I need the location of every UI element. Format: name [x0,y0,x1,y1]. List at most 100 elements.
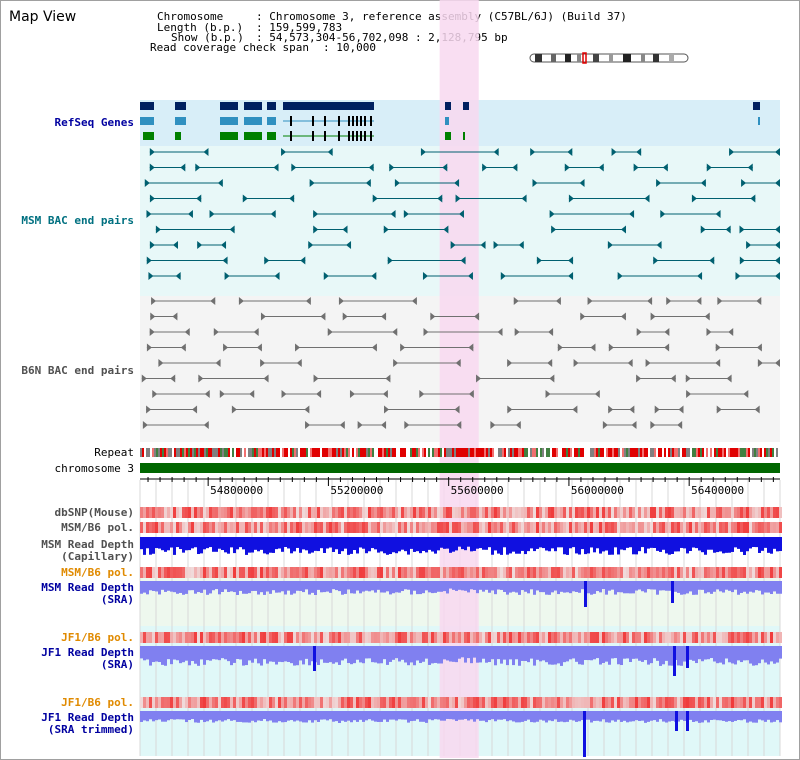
b6n-pair-end [381,421,387,429]
msm-cap-depth-bar [341,537,344,552]
jf1-sra-depth-bar [527,646,530,663]
msm-sra-depth-bar [242,581,245,594]
jf1-trim-depth-bar [470,711,473,720]
jf1-trim-depth-bar [317,711,320,722]
msm-cap-depth-bar [491,537,494,555]
dbsnp-cell [389,507,392,518]
dbsnp-cell [200,507,203,518]
dbsnp-cell [500,507,503,518]
dbsnp-cell [530,507,533,518]
jf1-trim-depth-bar [257,711,260,721]
msm-pol-cell [620,522,623,533]
repeat-cell [626,448,628,457]
jf1-depth-sra-label[interactable]: JF1 Read Depth [41,646,134,659]
repeat-cell [654,448,656,457]
msm-depth-capillary-label[interactable]: MSM Read Depth [41,538,134,551]
dbsnp-cell [467,507,470,518]
repeat-cell [712,448,714,457]
dbsnp-cell [305,507,308,518]
msm-pair-end [222,256,228,265]
refseq-gene-block [220,117,238,125]
msm-cap-depth-bar [395,537,398,554]
msm-sra-depth-bar [251,581,254,591]
jf1-trim-depth-bar [746,711,749,723]
msm-pol2-cell [329,567,332,578]
jf1-sra-depth-bar [344,646,347,659]
msm-b6-pol-label[interactable]: MSM/B6 pol. [61,521,134,534]
jf1-depth-trim-label[interactable]: JF1 Read Depth [41,711,134,724]
repeat-cell [286,448,288,457]
msm-cap-depth-bar [251,537,254,553]
refseq-exon [356,116,358,126]
b6n-pair-end [349,390,355,398]
b6n-bac-track[interactable] [141,297,780,429]
refseq-exon [312,131,314,141]
dbsnp-label[interactable]: dbSNP(Mouse) [54,506,134,519]
msm-bac-label[interactable]: MSM BAC end pairs [21,214,134,227]
msm-bac-track[interactable] [144,148,780,280]
refseq-genes-track[interactable] [140,102,760,141]
dbsnp-cell [233,507,236,518]
msm-pair-end [224,272,230,280]
msm-sra-depth-bar [566,581,569,593]
msm-cap-depth-bar [488,537,491,548]
jf1-sra-depth-bar [260,646,263,666]
jf1-pol-cell [341,632,344,643]
repeat-cell [214,448,216,457]
jf1-trim-depth-bar [770,711,773,723]
msm-pol2-cell [290,567,293,578]
repeat-cell [686,448,688,457]
repeat-cell [444,448,446,457]
dbsnp-cell [434,507,437,518]
msm-pol2-cell [698,567,701,578]
msm-sra-depth-bar [281,581,284,592]
msm-depth-sra-label[interactable]: MSM Read Depth [41,581,134,594]
jf1-pol-cell [176,632,179,643]
jf1-pol2-cell [338,697,341,708]
msm-sra-depth-bar [716,581,719,590]
b6n-bac-label[interactable]: B6N BAC end pairs [21,364,134,377]
jf1-b6-pol-label[interactable]: JF1/B6 pol. [61,631,134,644]
refseq-genes-label[interactable]: RefSeq Genes [54,116,134,129]
jf1-sra-depth-bar [368,646,371,659]
dbsnp-cell [188,507,191,518]
msm-pol2-cell [590,567,593,578]
jf1-trim-depth-bar [581,711,584,721]
jf1-trim-depth-bar [476,711,479,720]
msm-pol2-cell [734,567,737,578]
msm-sra-depth-bar [677,581,680,593]
jf1-b6-pol-label-2[interactable]: JF1/B6 pol. [61,696,134,709]
msm-pol-cell [656,522,659,533]
msm-cap-depth-bar [701,537,704,553]
msm-sra-depth-bar [374,581,377,593]
msm-b6-pol-label-2[interactable]: MSM/B6 pol. [61,566,134,579]
b6n-pair-end [146,405,152,414]
coverage-value: : 10,000 [323,41,376,54]
msm-pair-end [274,272,280,280]
msm-pol-cell [470,522,473,533]
msm-pair-end [180,163,186,172]
jf1-sra-depth-bar [230,646,233,666]
b6n-pair-end [213,328,219,336]
jf1-trim-depth-bar [521,711,524,722]
repeat-cell [656,448,658,457]
msm-cap-depth-bar [548,537,551,552]
repeat-cell [722,448,724,457]
msm-sra-depth-bar [767,581,770,593]
jf1-sra-depth-bar [455,646,458,663]
msm-cap-depth-bar [449,537,452,553]
repeat-cell [466,448,468,457]
msm-pol-cell [446,522,449,533]
dbsnp-cell [290,507,293,518]
msm-cap-depth-bar [509,537,512,554]
repeat-cell [324,448,326,457]
repeat-cell [290,448,292,457]
b6n-pair-end [743,390,749,398]
msm-pol2-cell [320,567,323,578]
chromosome-ideogram-icon[interactable] [529,52,690,64]
polymorphism-tracks [140,507,782,708]
repeat-cell [362,448,364,457]
msm-pol2-cell [689,567,692,578]
b6n-pair-end [514,328,520,336]
